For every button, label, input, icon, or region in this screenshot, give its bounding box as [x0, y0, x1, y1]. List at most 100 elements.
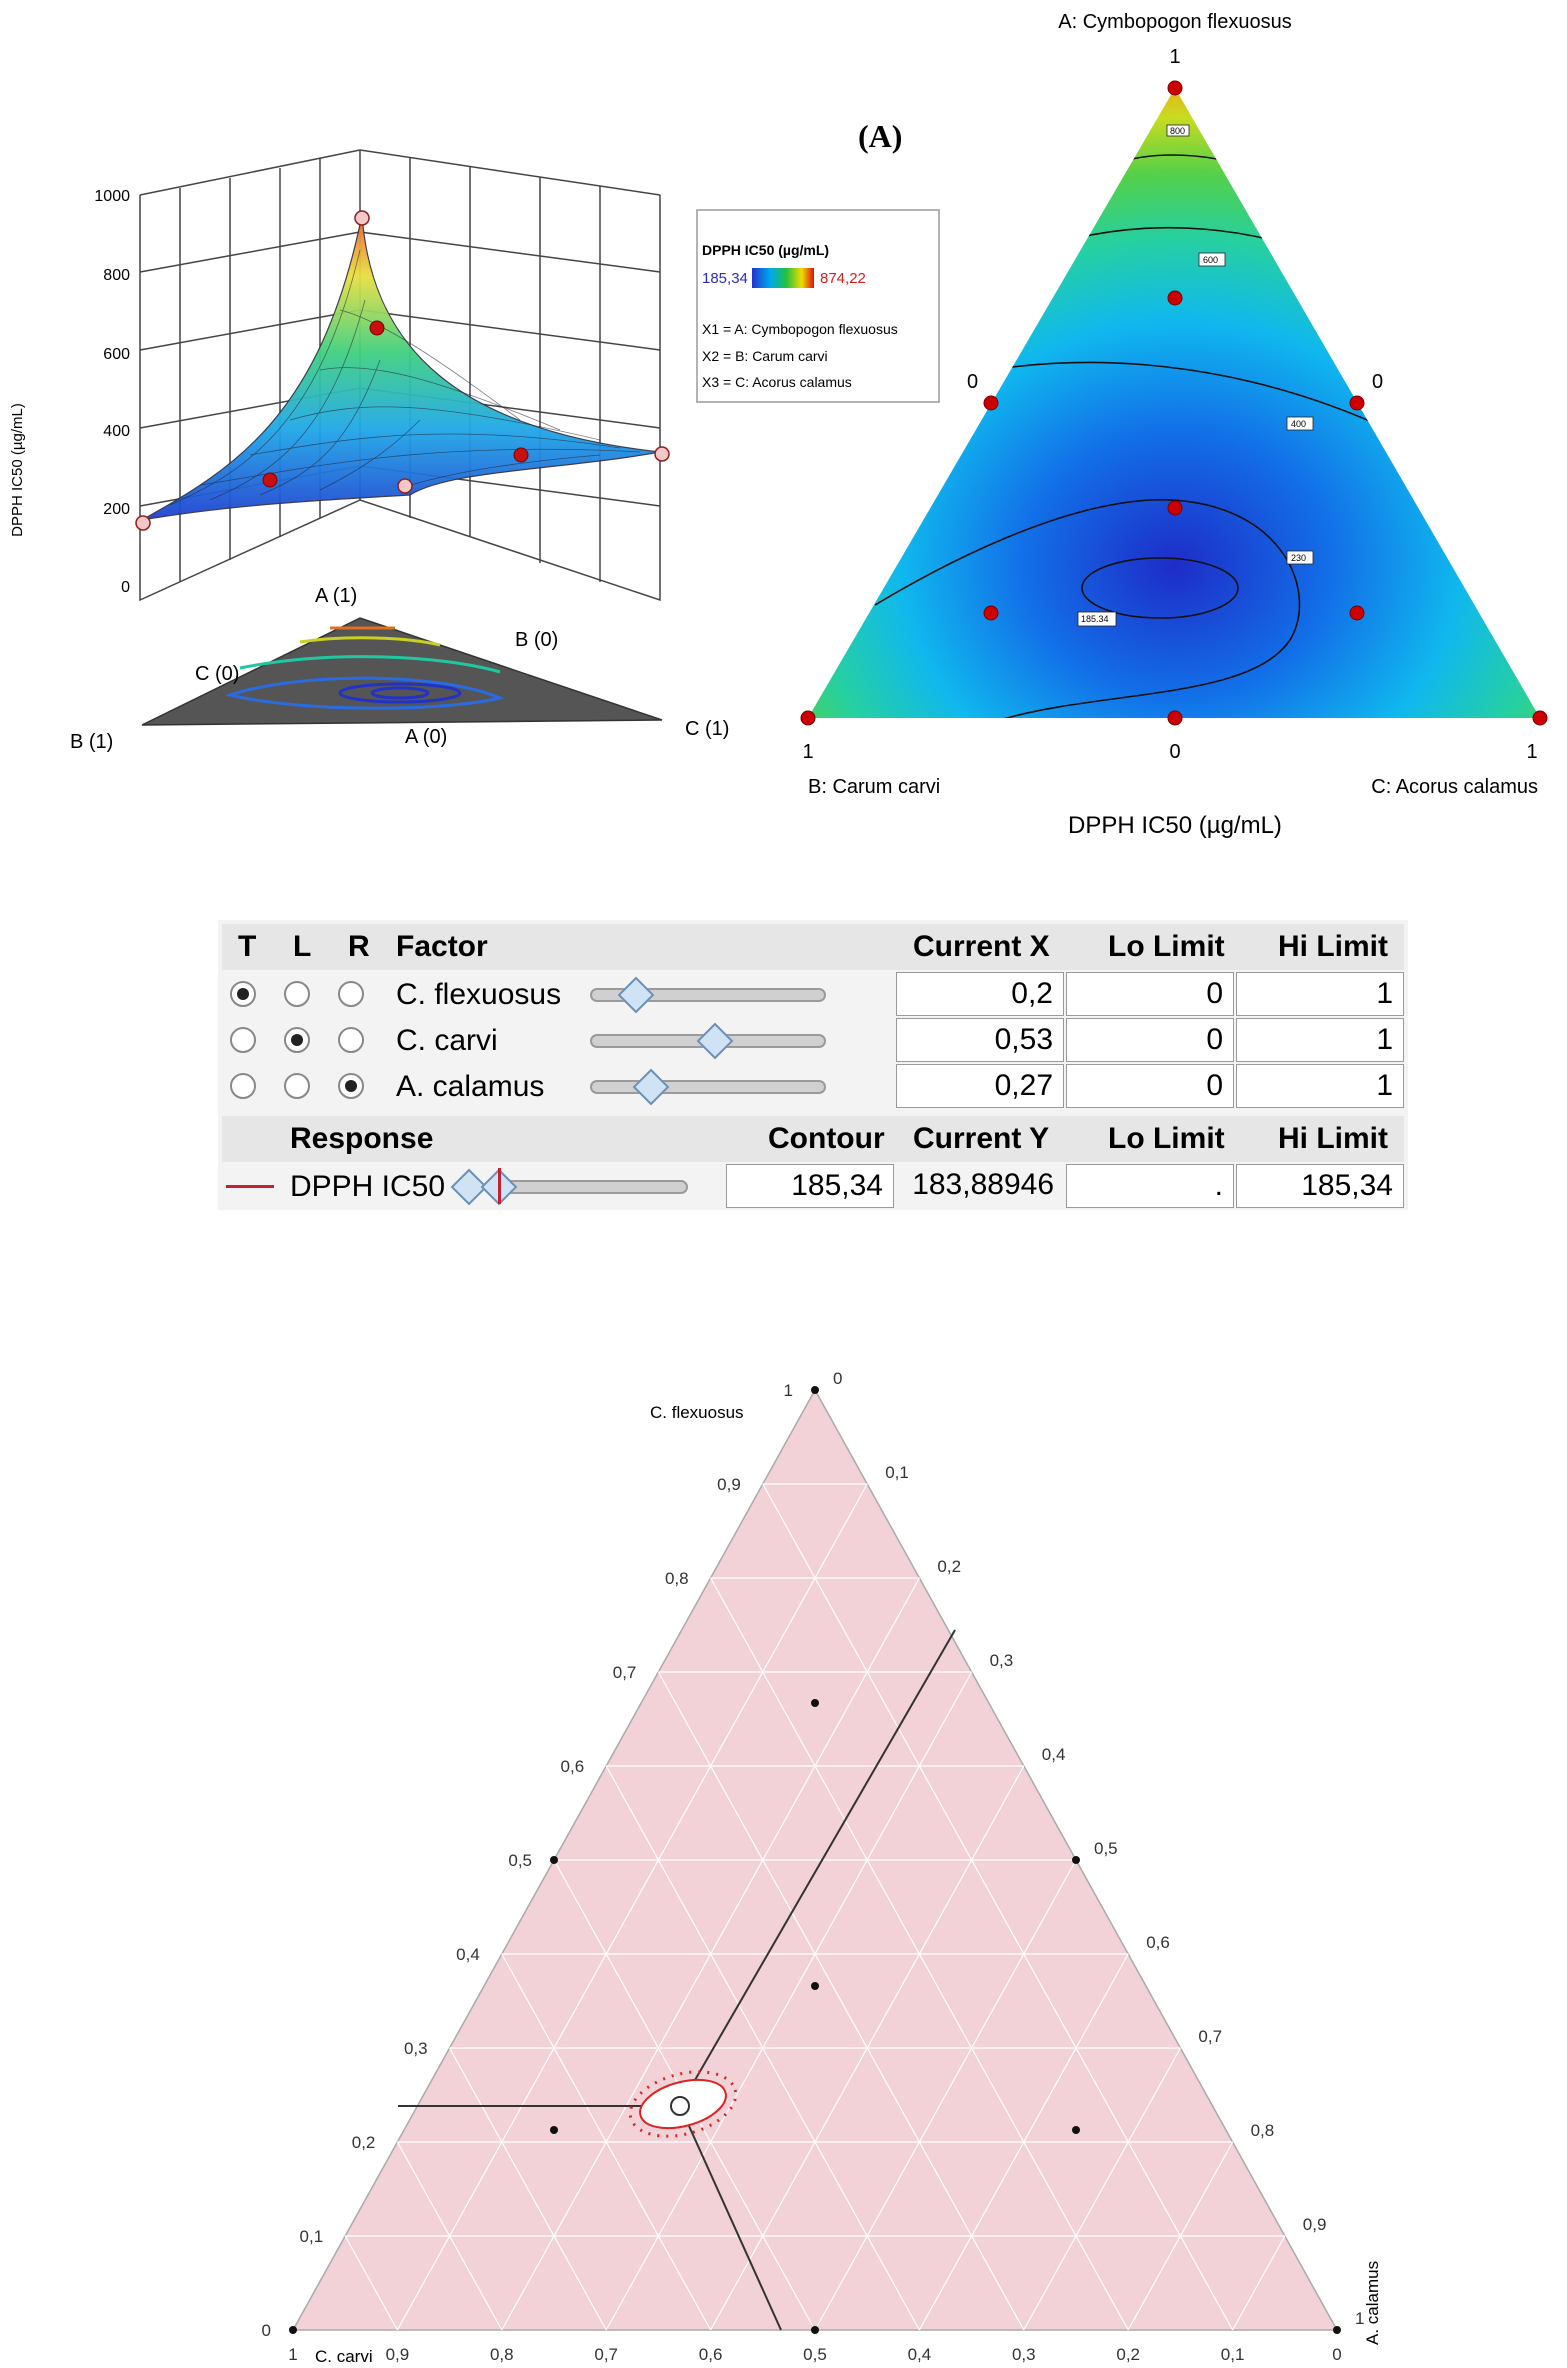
legend-color-bar — [752, 268, 814, 288]
vertex-label: A (1) — [315, 585, 357, 607]
header-r: R — [348, 930, 370, 963]
prediction-profiler-panel: T L R Factor Current X Lo Limit Hi Limit… — [218, 920, 1408, 1210]
contour-point — [1167, 80, 1183, 96]
tick-label: 0,4 — [456, 1945, 480, 1964]
surface-point — [369, 320, 385, 336]
tick-label: 0,1 — [885, 1463, 909, 1482]
current-x-field[interactable]: 0,27 — [896, 1064, 1064, 1108]
tick-label: 0,4 — [1042, 1745, 1066, 1764]
z-tick: 600 — [103, 346, 130, 363]
current-x-field[interactable]: 0,2 — [896, 972, 1064, 1016]
vertex-label: C (1) — [685, 718, 729, 740]
header-current-y: Current Y — [913, 1122, 1050, 1155]
r-radio[interactable] — [338, 1027, 364, 1053]
tick-label: 0,6 — [1146, 1933, 1170, 1952]
grid-line — [605, 1671, 973, 2331]
svg-text:400: 400 — [1291, 419, 1306, 429]
surface-design-points — [135, 210, 670, 531]
contour-design-points — [800, 80, 1548, 726]
surface-point — [262, 472, 278, 488]
svg-text:800: 800 — [1170, 126, 1185, 136]
tick-label: 1 — [1169, 46, 1180, 68]
legend-line: X3 = C: Acorus calamus — [702, 374, 852, 390]
contour-labels: 800 600 400 230 185.34 — [1077, 124, 1314, 627]
profiler-point — [550, 2126, 558, 2134]
slider-thumb[interactable] — [632, 1068, 670, 1106]
tick-label: 0,7 — [1198, 2027, 1222, 2046]
contour-point — [1167, 500, 1183, 516]
profiler-ticks: 0010,10,10,90,20,20,80,30,30,70,40,40,60… — [262, 1369, 1365, 2364]
hi-limit-field[interactable]: 1 — [1236, 972, 1404, 1016]
factor-name: C. carvi — [396, 1024, 498, 1057]
contour-point — [1167, 710, 1183, 726]
t-radio[interactable] — [230, 1027, 256, 1053]
surface-point — [354, 210, 370, 226]
response-hi-field[interactable]: 185,34 — [1236, 1164, 1404, 1208]
contour-field[interactable]: 185,34 — [726, 1164, 894, 1208]
tick-label: 0,3 — [404, 2039, 428, 2058]
lo-limit-field[interactable]: 0 — [1066, 1018, 1234, 1062]
axis-label-calamus: A. calamus — [1363, 2261, 1382, 2345]
surface-point — [135, 515, 151, 531]
header-response: Response — [290, 1122, 434, 1155]
z-tick: 400 — [103, 423, 130, 440]
tick-label: 0,8 — [490, 2345, 514, 2364]
tick-label: 0 — [833, 1369, 842, 1388]
vertex-label: C (0) — [195, 663, 239, 685]
tick-label: 0,8 — [665, 1569, 689, 1588]
tick-label: 0,2 — [937, 1557, 961, 1576]
t-radio[interactable] — [230, 1073, 256, 1099]
factor-slider[interactable] — [590, 1080, 826, 1094]
l-radio[interactable] — [284, 1027, 310, 1053]
current-x-field[interactable]: 0,53 — [896, 1018, 1064, 1062]
ternary-profiler-plot: 0010,10,10,90,20,20,80,30,30,70,40,40,60… — [262, 1369, 1382, 2366]
contour-fill — [808, 88, 1540, 718]
slider-thumb[interactable] — [617, 976, 655, 1014]
response-row: DPPH IC50 185,34 183,88946 . 185,34 — [218, 1164, 1408, 1210]
hi-limit-field[interactable]: 1 — [1236, 1064, 1404, 1108]
grid-line — [814, 1859, 1077, 2331]
response-header-bar — [222, 1116, 1404, 1162]
grid-line — [449, 2047, 607, 2331]
contour-point — [1349, 605, 1365, 621]
header-current-x: Current X — [913, 930, 1050, 963]
contour-point — [800, 710, 816, 726]
l-radio[interactable] — [284, 1073, 310, 1099]
l-radio[interactable] — [284, 981, 310, 1007]
profiler-point — [1072, 2126, 1080, 2134]
r-radio[interactable] — [338, 1073, 364, 1099]
tick-label: 0,9 — [1303, 2215, 1327, 2234]
lo-limit-field[interactable]: 0 — [1066, 972, 1234, 1016]
profiler-point — [811, 1386, 819, 1394]
t-radio[interactable] — [230, 981, 256, 1007]
panel-label: (A) — [858, 118, 902, 154]
contour-point — [1167, 290, 1183, 306]
tick-label: 1 — [288, 2345, 297, 2364]
grid-line — [1232, 2235, 1286, 2331]
profiler-point — [289, 2326, 297, 2334]
svg-text:230: 230 — [1291, 553, 1306, 563]
current-y-value: 183,88946 — [912, 1168, 1054, 1201]
current-point-marker — [670, 2096, 690, 2116]
profiler-point — [1333, 2326, 1341, 2334]
factor-row: C. carvi 0,53 0 1 — [218, 1018, 1408, 1064]
contour-marker — [498, 1168, 501, 1204]
z-axis-label: DPPH IC50 (µg/mL) — [9, 403, 26, 537]
tick-label: 0,5 — [1094, 1839, 1118, 1858]
vertex-label: A (0) — [405, 726, 447, 748]
legend-line: X1 = A: Cymbopogon flexuosus — [702, 321, 898, 337]
contour-point — [1349, 395, 1365, 411]
hi-limit-field[interactable]: 1 — [1236, 1018, 1404, 1062]
grid-line — [344, 2235, 398, 2331]
vertex-label: B (1) — [70, 731, 113, 753]
r-radio[interactable] — [338, 981, 364, 1007]
legend-title: DPPH IC50 (µg/mL) — [702, 242, 829, 258]
response-name: DPPH IC50 — [290, 1170, 446, 1203]
factor-name: A. calamus — [396, 1070, 545, 1103]
lo-limit-field[interactable]: 0 — [1066, 1064, 1234, 1108]
response-lo-field[interactable]: . — [1066, 1164, 1234, 1208]
current-point-crosshair — [398, 1629, 956, 2331]
surface-point — [654, 446, 670, 462]
slider-thumb[interactable] — [696, 1022, 734, 1060]
